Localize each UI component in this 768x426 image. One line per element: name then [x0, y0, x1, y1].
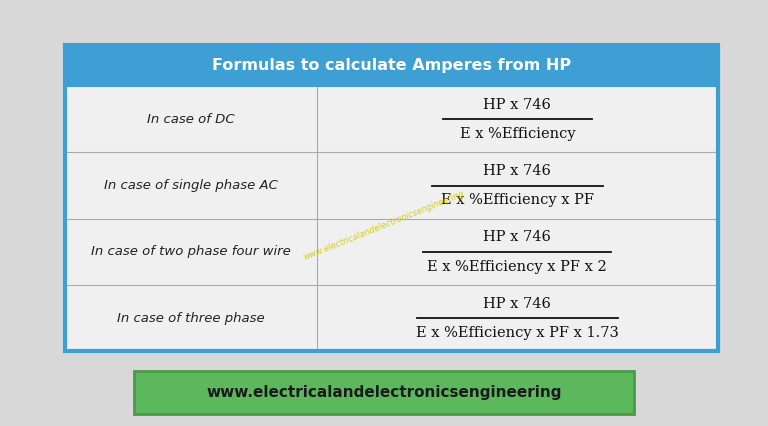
Text: www.electricalandelectronicsengineering: www.electricalandelectronicsengineering [207, 385, 561, 400]
Text: www.electricalandelectronicsengineering: www.electricalandelectronicsengineering [302, 189, 466, 262]
FancyBboxPatch shape [65, 86, 718, 153]
Text: In case of single phase AC: In case of single phase AC [104, 179, 278, 192]
Text: HP x 746: HP x 746 [483, 164, 551, 178]
Text: E x %Efficiency x PF x 2: E x %Efficiency x PF x 2 [428, 259, 607, 273]
Text: Formulas to calculate Amperes from HP: Formulas to calculate Amperes from HP [212, 58, 571, 73]
Text: E x %Efficiency x PF x 1.73: E x %Efficiency x PF x 1.73 [416, 326, 619, 340]
Text: E x %Efficiency: E x %Efficiency [459, 127, 575, 141]
Text: In case of two phase four wire: In case of two phase four wire [91, 245, 291, 259]
FancyBboxPatch shape [65, 219, 718, 285]
FancyBboxPatch shape [134, 371, 634, 414]
FancyBboxPatch shape [65, 45, 718, 351]
FancyBboxPatch shape [65, 153, 718, 219]
Text: In case of three phase: In case of three phase [118, 312, 265, 325]
Text: In case of DC: In case of DC [147, 113, 235, 126]
Text: HP x 746: HP x 746 [483, 230, 551, 245]
Text: E x %Efficiency x PF: E x %Efficiency x PF [441, 193, 594, 207]
Text: HP x 746: HP x 746 [483, 98, 551, 112]
FancyBboxPatch shape [65, 45, 718, 86]
Text: HP x 746: HP x 746 [483, 296, 551, 311]
FancyBboxPatch shape [65, 285, 718, 351]
